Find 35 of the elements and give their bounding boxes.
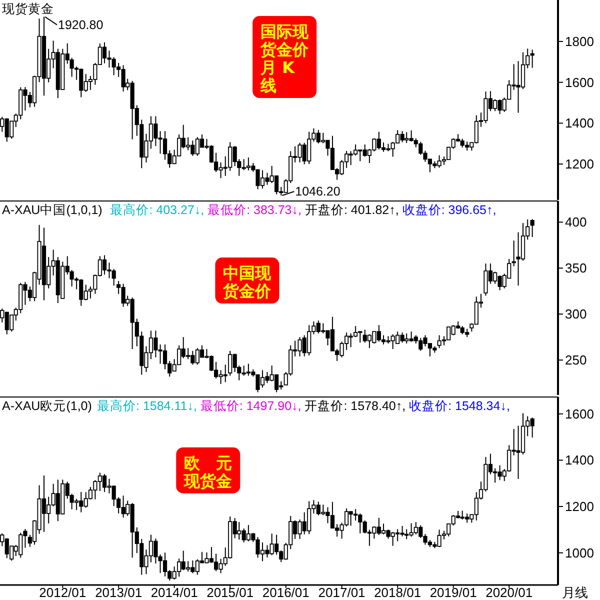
- x-tick-label: 2017/01: [318, 585, 366, 600]
- x-tick-label: 2019/01: [430, 585, 477, 600]
- y-tick-label: 1400: [565, 116, 594, 131]
- chart-subtitle: 最高价: 403.27↓, 最低价: 383.73↓, 开盘价: 401.82↑, 收盘价: 396.65↑,: [110, 202, 496, 217]
- annotation: 1920.80: [58, 18, 104, 32]
- annotation: 1046.20: [295, 184, 340, 198]
- y-tick-label: 1000: [565, 545, 594, 560]
- y-tick-label: 1600: [565, 406, 594, 422]
- annotation: 欧 元现货金: [183, 453, 232, 490]
- candlestick: [530, 218, 534, 238]
- candlestick: [367, 334, 372, 349]
- x-tick-label: 2015/01: [206, 585, 254, 600]
- y-tick-label: 300: [565, 306, 587, 322]
- chart-title: 现货黄金: [2, 2, 54, 16]
- chart-title: A-XAU中国(1,0,1): [2, 203, 102, 217]
- chart-title: A-XAU欧元(1,0): [2, 399, 92, 413]
- x-tick-label: 2016/01: [262, 585, 310, 600]
- chart-subtitle: 最高价: 1584.11↓, 最低价: 1497.90↓, 开盘价: 1578.40↑, 收盘价: 1548.34↓,: [97, 398, 510, 413]
- y-tick-label: 400: [565, 214, 587, 230]
- y-tick-label: 350: [565, 260, 587, 276]
- y-tick-label: 1200: [565, 156, 594, 172]
- annotation: 中国现货金价: [222, 264, 272, 301]
- annotation: 国际现货金价月 K线: [260, 22, 310, 95]
- x-tick-label: 2014/01: [150, 585, 198, 600]
- y-tick-label: 1600: [565, 74, 594, 90]
- x-axis-title: 月线: [562, 585, 588, 600]
- x-tick-label: 2013/01: [95, 585, 142, 600]
- y-tick-label: 1800: [565, 34, 594, 49]
- x-tick-label: 2018/01: [374, 585, 422, 600]
- y-tick-label: 250: [565, 352, 587, 368]
- candlestick: [530, 49, 534, 68]
- y-tick-label: 1200: [565, 499, 594, 514]
- x-tick-label: 2020/01: [486, 585, 533, 600]
- y-tick-label: 1400: [565, 452, 594, 468]
- x-tick-label: 2012/01: [39, 585, 86, 600]
